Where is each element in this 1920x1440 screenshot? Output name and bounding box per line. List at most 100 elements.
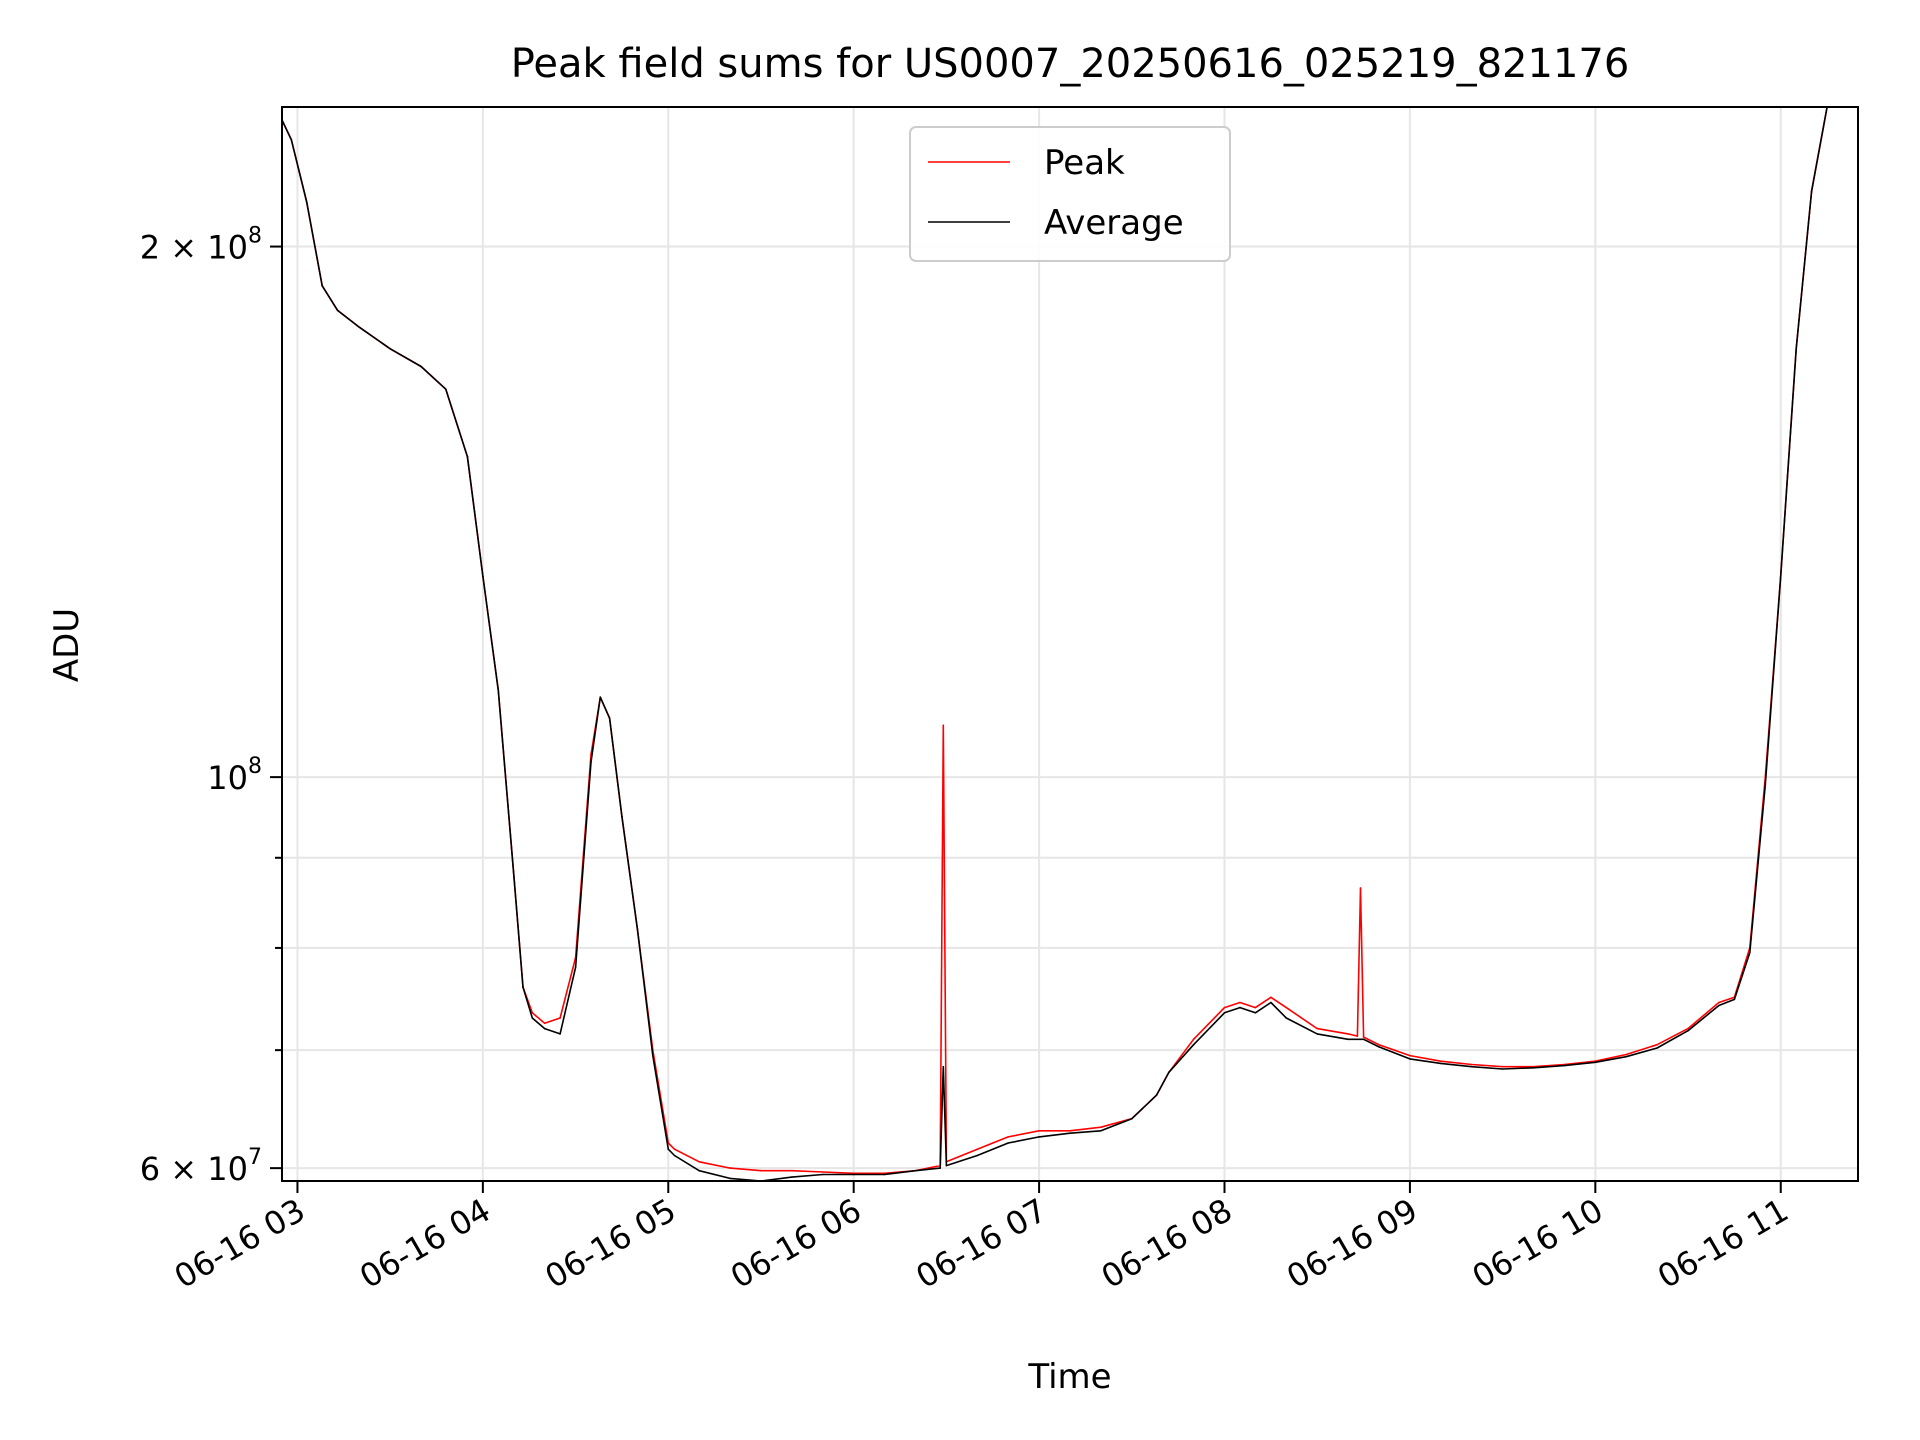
series-point-average — [1356, 1038, 1359, 1041]
legend-label-peak: Peak — [1044, 143, 1125, 183]
series-point-average — [1254, 1012, 1257, 1014]
series-point-peak — [543, 1022, 546, 1025]
series-point-average — [1239, 1006, 1241, 1009]
series-point-average — [1779, 575, 1782, 578]
series-point-peak — [1270, 996, 1272, 999]
series-point-average — [290, 138, 293, 141]
series-point-average — [939, 1167, 941, 1169]
y-axis-label: ADU — [47, 608, 87, 682]
series-point-average — [590, 761, 592, 763]
series-point-average — [1594, 1061, 1597, 1064]
series-point-average — [1733, 998, 1736, 1001]
series-point-average — [1223, 1012, 1226, 1014]
series-point-peak — [1470, 1063, 1473, 1066]
series-point-average — [336, 309, 339, 312]
series-point-average — [698, 1169, 700, 1172]
series-point-average — [1362, 1038, 1365, 1041]
series-point-average — [389, 348, 392, 350]
series-point-peak — [1359, 887, 1362, 889]
series-point-peak — [760, 1169, 762, 1172]
series-point-peak — [1316, 1027, 1318, 1030]
legend: Peak Average — [909, 126, 1231, 262]
legend-label-average: Average — [1044, 203, 1184, 243]
series-point-peak — [1100, 1126, 1102, 1128]
series-point-average — [1810, 190, 1813, 192]
plot-frame — [281, 106, 1859, 1182]
series-point-average — [729, 1177, 731, 1180]
series-point-average — [1069, 1132, 1071, 1134]
series-point-average — [1749, 951, 1751, 954]
series-point-peak — [822, 1171, 824, 1173]
series-point-average — [1285, 1017, 1288, 1019]
series-point-average — [531, 1017, 534, 1019]
series-point-average — [1168, 1071, 1170, 1074]
series-point-peak — [559, 1017, 561, 1019]
series-point-peak — [1007, 1136, 1009, 1138]
series-point-average — [559, 1033, 561, 1035]
series-point-average — [1501, 1068, 1504, 1070]
chart-title: Peak field sums for US0007_20250616_0252… — [511, 41, 1630, 87]
series-point-average — [1347, 1038, 1349, 1041]
series-point-average — [1155, 1094, 1158, 1096]
series-point-peak — [1625, 1053, 1627, 1056]
series-point-average — [321, 285, 324, 287]
series-point-peak — [1687, 1027, 1689, 1030]
series-point-peak — [1356, 1035, 1359, 1037]
series-point-average — [1100, 1130, 1102, 1132]
series-point-average — [667, 1148, 670, 1150]
series-point-average — [621, 815, 623, 818]
series-point-peak — [1718, 1001, 1720, 1004]
series-point-average — [1470, 1065, 1473, 1068]
series-point-peak — [698, 1161, 700, 1163]
series-point-peak — [1347, 1033, 1349, 1035]
series-point-average — [543, 1027, 546, 1030]
series-point-average — [1038, 1136, 1040, 1138]
series-point-average — [1563, 1064, 1566, 1067]
series-point-average — [1131, 1117, 1133, 1120]
series-point-average — [942, 1065, 945, 1068]
series-point-average — [466, 455, 469, 458]
series-point-average — [1270, 1001, 1272, 1004]
series-point-average — [574, 966, 577, 969]
legend-box — [909, 126, 1231, 262]
series-point-average — [673, 1154, 676, 1157]
series-point-average — [1192, 1043, 1195, 1046]
series-point-peak — [1192, 1038, 1195, 1041]
y-tick-label: 108 — [207, 754, 262, 797]
series-point-peak — [1501, 1065, 1504, 1068]
series-point-average — [1795, 348, 1797, 350]
series-point-average — [608, 717, 611, 719]
series-point-peak — [673, 1148, 676, 1150]
series-point-average — [1625, 1055, 1627, 1058]
series-point-average — [305, 201, 308, 203]
series-point-average — [636, 928, 639, 930]
series-point-average — [976, 1154, 979, 1157]
series-point-average — [1409, 1058, 1411, 1060]
series-point-peak — [1239, 1001, 1241, 1004]
series-point-peak — [1440, 1060, 1442, 1062]
series-point-average — [513, 874, 515, 876]
series-point-average — [852, 1173, 855, 1176]
series-point-average — [914, 1169, 917, 1172]
series-point-average — [1440, 1062, 1442, 1065]
series-point-average — [358, 326, 361, 329]
series-point-peak — [1038, 1130, 1040, 1132]
series-point-peak — [1409, 1054, 1411, 1057]
series-point-average — [1532, 1067, 1535, 1069]
series-point-average — [1359, 1038, 1362, 1041]
series-point-average — [420, 365, 422, 368]
series-point-average — [1764, 784, 1767, 786]
series-point-average — [1687, 1029, 1689, 1032]
series-point-peak — [791, 1169, 793, 1172]
series-point-peak — [1378, 1043, 1380, 1046]
series-point-average — [445, 388, 447, 391]
series-point-average — [482, 575, 484, 578]
series-point-average — [599, 696, 602, 698]
series-point-average — [1378, 1046, 1380, 1048]
series-point-peak — [942, 724, 945, 727]
y-tick-label: 6 × 107 — [140, 1145, 262, 1188]
series-layer — [282, 107, 1828, 1181]
series-point-average — [1316, 1033, 1318, 1035]
series-point-average — [883, 1173, 886, 1176]
